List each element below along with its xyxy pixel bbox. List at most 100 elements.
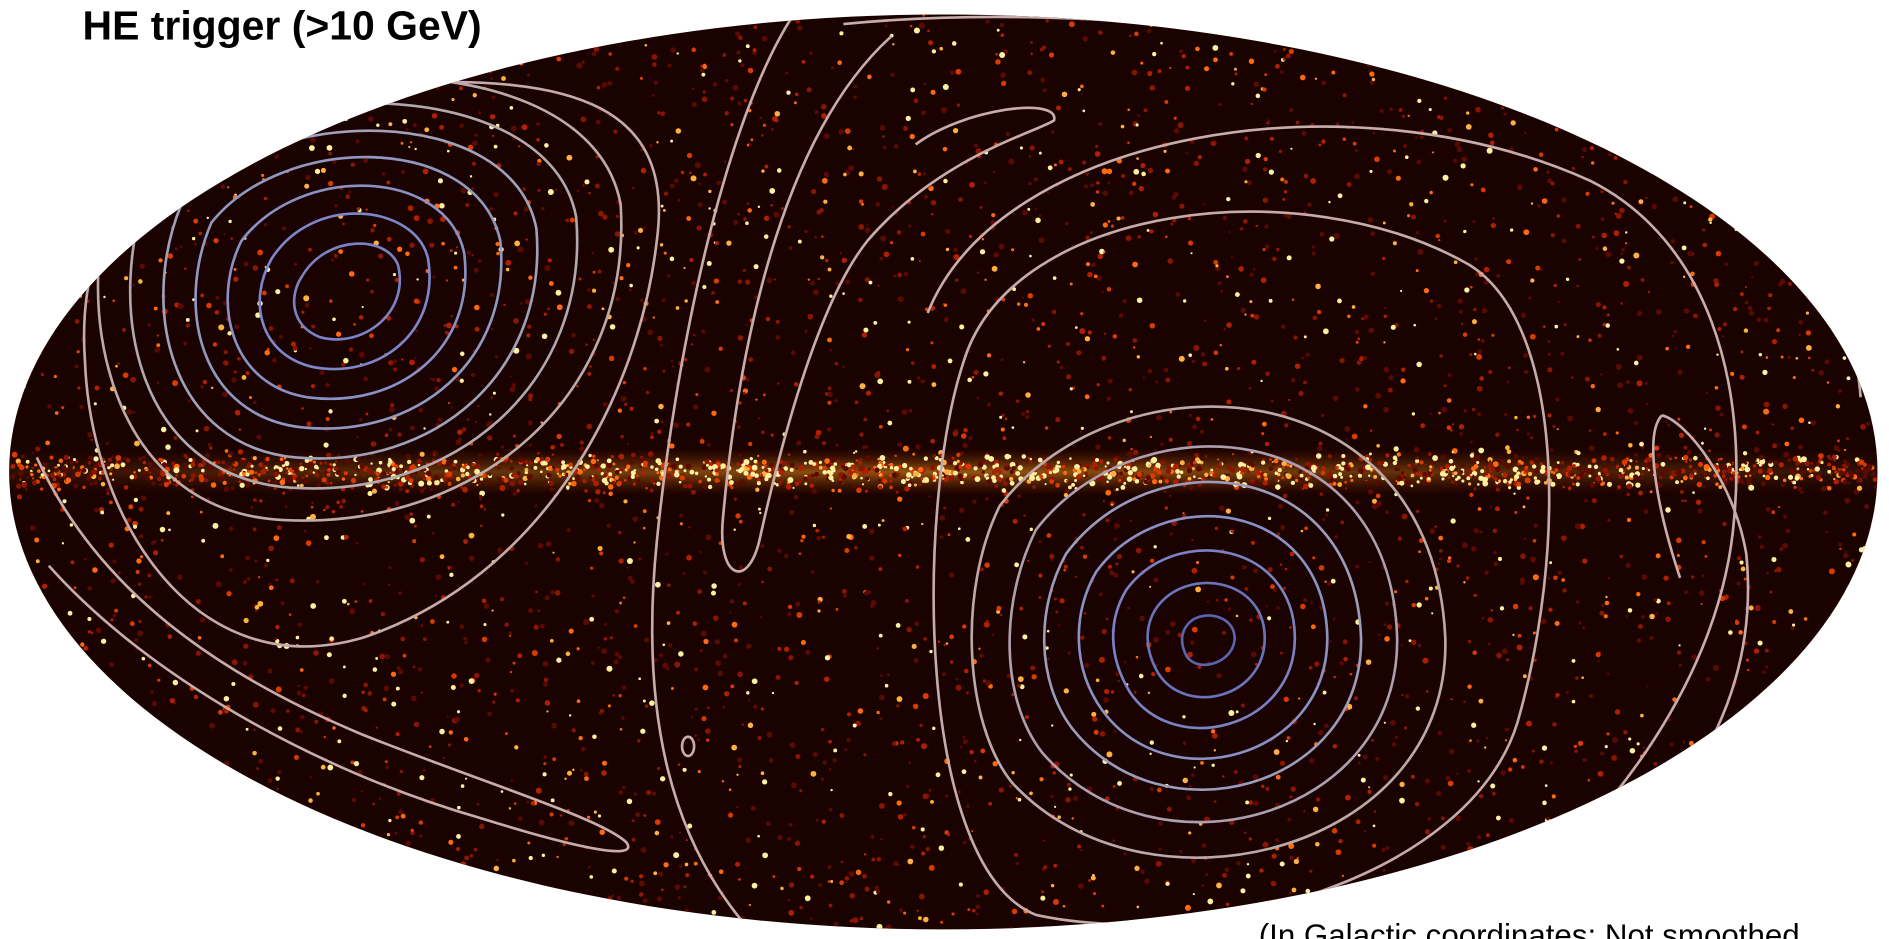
photon <box>1317 446 1322 451</box>
photon <box>51 693 54 696</box>
photon <box>791 782 797 788</box>
photon <box>843 173 847 177</box>
photon <box>906 116 911 121</box>
photon <box>1478 26 1483 31</box>
photon <box>829 904 833 908</box>
photon <box>1839 702 1842 705</box>
photon <box>1706 144 1710 148</box>
photon <box>26 815 29 818</box>
photon <box>81 855 87 861</box>
photon <box>1722 522 1726 526</box>
photon <box>1772 443 1777 448</box>
photon <box>125 468 130 473</box>
photon <box>1690 205 1693 208</box>
photon <box>662 299 666 303</box>
photon <box>1831 698 1834 701</box>
photon <box>494 866 500 872</box>
photon <box>1095 444 1101 450</box>
photon <box>560 814 562 816</box>
photon <box>678 199 681 202</box>
photon <box>437 87 440 90</box>
photon <box>198 231 202 235</box>
photon <box>683 885 686 888</box>
photon <box>516 489 519 492</box>
photon <box>275 154 279 158</box>
photon <box>930 439 935 444</box>
photon <box>1669 141 1675 147</box>
photon <box>91 684 94 687</box>
photon <box>931 382 936 387</box>
photon <box>1689 458 1692 461</box>
photon <box>1862 747 1867 752</box>
photon <box>1843 356 1847 360</box>
photon <box>977 271 979 273</box>
photon <box>1447 128 1452 133</box>
photon <box>1871 734 1874 737</box>
photon <box>975 904 980 909</box>
photon <box>950 70 955 75</box>
photon <box>1521 765 1525 769</box>
photon <box>755 399 757 401</box>
photon <box>1104 333 1106 335</box>
photon <box>700 68 704 72</box>
photon <box>361 510 364 513</box>
photon <box>1677 185 1681 189</box>
photon <box>746 643 751 648</box>
photon <box>30 525 36 531</box>
photon <box>1384 307 1386 309</box>
photon <box>670 183 675 188</box>
photon <box>361 823 365 827</box>
photon <box>448 840 453 845</box>
photon <box>31 25 37 31</box>
photon <box>1170 222 1173 225</box>
photon <box>853 917 859 923</box>
photon <box>23 26 29 32</box>
photon <box>1262 88 1266 92</box>
photon <box>1452 893 1456 897</box>
photon <box>615 297 620 302</box>
photon <box>1557 301 1559 303</box>
photon <box>293 346 298 351</box>
photon <box>747 202 749 204</box>
photon <box>1706 677 1710 681</box>
photon <box>1710 769 1713 772</box>
photon <box>1479 699 1484 704</box>
photon <box>1088 330 1092 334</box>
photon <box>1704 59 1709 64</box>
photon <box>805 895 811 901</box>
photon <box>1539 153 1543 157</box>
photon <box>1867 322 1871 326</box>
photon <box>78 876 80 878</box>
photon <box>314 917 319 922</box>
photon <box>1249 837 1252 840</box>
photon <box>1432 151 1434 153</box>
photon <box>200 511 203 514</box>
photon <box>77 386 80 389</box>
photon <box>544 265 550 271</box>
photon <box>718 896 722 900</box>
photon <box>1253 774 1259 780</box>
photon <box>1477 412 1481 416</box>
photon <box>1823 183 1825 185</box>
photon <box>1653 852 1656 855</box>
photon <box>1420 136 1424 140</box>
photon <box>1261 785 1264 788</box>
photon <box>618 559 623 564</box>
photon <box>487 711 492 716</box>
photon <box>106 148 109 151</box>
photon <box>1399 782 1404 787</box>
photon <box>630 460 635 465</box>
photon <box>1790 685 1792 687</box>
photon <box>1127 607 1130 610</box>
photon <box>1548 577 1551 580</box>
photon <box>854 85 857 88</box>
photon <box>261 789 265 793</box>
photon <box>356 542 359 545</box>
photon <box>876 711 879 714</box>
photon <box>565 837 568 840</box>
photon <box>321 168 326 173</box>
photon <box>962 443 968 449</box>
photon <box>702 285 706 289</box>
photon <box>116 877 118 879</box>
photon <box>1271 400 1274 403</box>
